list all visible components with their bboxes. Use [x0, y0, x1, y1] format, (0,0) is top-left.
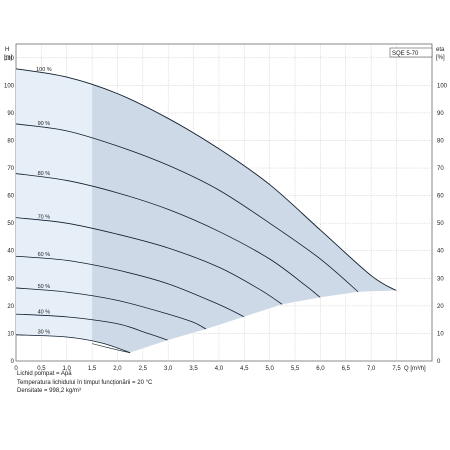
left-tick-label: 60 [7, 194, 14, 200]
curve-label: 30 % [38, 330, 51, 336]
left-axis-label-top: H [5, 47, 9, 53]
x-axis-label: Q [m³/h] [404, 366, 426, 372]
right-tick-label: 90 [437, 111, 444, 117]
left-tick-label: 70 [7, 166, 14, 172]
left-tick-label: 110 [4, 56, 14, 62]
curve-70pct [15, 217, 283, 305]
x-tick-label: 1,0 [63, 366, 72, 372]
left-tick-label: 40 [7, 249, 14, 255]
left-tick-label: 80 [7, 138, 14, 144]
note-temperature: Temperatura lichidului în timpul funcțio… [17, 379, 153, 386]
x-tick-label: 1,5 [88, 366, 97, 372]
x-tick-label: 4,0 [215, 366, 224, 372]
right-tick-label: 30 [437, 276, 444, 282]
curve-100pct [15, 68, 397, 292]
notes: Lichid pompat = Apă Temperatura lichidul… [17, 370, 152, 396]
x-tick-label: 3,5 [189, 366, 198, 372]
model-name: SQE 5-70 [392, 51, 419, 57]
left-tick-label: 10 [7, 331, 14, 337]
x-tick-label: 7,0 [367, 366, 376, 372]
curve-label: 80 % [38, 171, 51, 177]
x-tick-label: 0 [14, 366, 18, 372]
right-tick-label: 60 [437, 194, 444, 200]
x-tick-label: 7,5 [392, 366, 401, 372]
curve-labels: 100 % 90 % 80 % 70 % 60 % 50 % 40 % 30 % [36, 67, 52, 336]
right-tick-label: 80 [437, 138, 444, 144]
right-axis-label-bottom: [%] [436, 55, 445, 61]
right-tick-label: 50 [437, 221, 444, 227]
min-flow-line [92, 343, 131, 354]
left-axis-label-bottom: [m] [4, 55, 13, 61]
end-boundary [130, 290, 397, 354]
left-tick-label: 100 [4, 83, 15, 89]
note-liquid: Lichid pompat = Apă [17, 371, 72, 377]
x-tick-label: 6,5 [342, 366, 351, 372]
x-tick-label: 2,5 [139, 366, 148, 372]
x-tick-label: 5,0 [265, 366, 274, 372]
left-tick-label: 20 [7, 304, 14, 310]
right-axis-label-top: eta [436, 47, 445, 53]
x-tick-label: 4,5 [240, 366, 249, 372]
x-tick-label: 2,0 [113, 366, 122, 372]
x-tick-label: 6,0 [316, 366, 325, 372]
curve-label: 70 % [38, 214, 51, 220]
curve-label: 50 % [38, 284, 51, 290]
right-tick-label: 0 [437, 359, 441, 365]
performance-curves [15, 68, 397, 354]
curve-label: 40 % [38, 309, 51, 315]
axes: 0 0,5 1,0 1,5 2,0 2,5 3,0 3,5 4,0 4,5 5,0 5,5 6,0 6,5… [4, 56, 448, 372]
curve-label: 100 % [36, 67, 52, 73]
note-density: Densitate = 998,2 kg/m³ [17, 388, 81, 394]
right-tick-label: 100 [437, 83, 448, 89]
curve-label: 60 % [38, 252, 51, 258]
curve-40pct [15, 313, 169, 341]
left-tick-label: 30 [7, 276, 14, 282]
x-tick-label: 5,5 [291, 366, 300, 372]
right-tick-label: 40 [437, 249, 444, 255]
model-label: SQE 5-70 [389, 47, 433, 58]
recommended-area [92, 84, 397, 353]
curve-50pct [15, 287, 207, 330]
x-tick-label: 3,0 [164, 366, 173, 372]
right-tick-label: 10 [437, 331, 444, 337]
curve-60pct [15, 255, 245, 318]
right-tick-label: 70 [437, 166, 444, 172]
curve-90pct [15, 123, 359, 293]
right-tick-label: 20 [437, 304, 444, 310]
left-tick-label: 50 [7, 221, 14, 227]
curve-80pct [15, 173, 321, 298]
x-tick-label: 0,5 [37, 366, 46, 372]
curve-30pct [15, 334, 131, 354]
left-tick-label: 0 [11, 359, 15, 365]
curve-label: 90 % [38, 121, 51, 127]
left-tick-label: 90 [7, 111, 14, 117]
